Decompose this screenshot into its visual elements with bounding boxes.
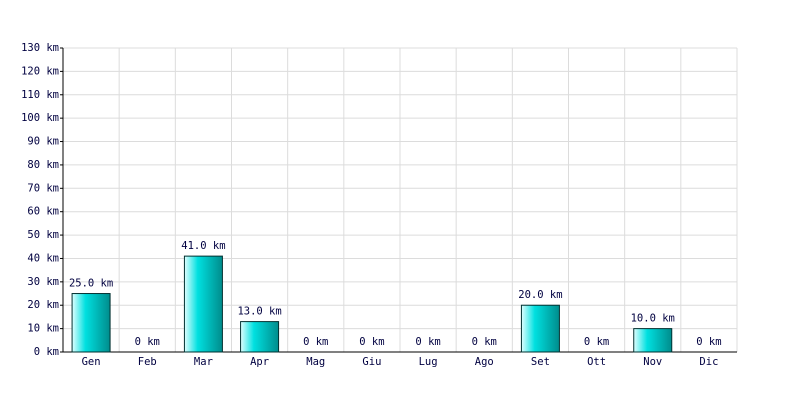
y-tick-label: 10 km	[27, 323, 59, 335]
x-tick-label: Nov	[643, 356, 662, 368]
x-tick-label: Ott	[587, 356, 606, 368]
y-tick-label: 40 km	[27, 252, 59, 264]
value-label: 0 km	[584, 336, 609, 348]
bar	[633, 328, 673, 353]
y-tick-label: 110 km	[21, 89, 59, 101]
bar	[240, 321, 280, 353]
y-tick-label: 30 km	[27, 276, 59, 288]
value-label: 20.0 km	[518, 289, 562, 301]
y-tick-label: 0 km	[34, 346, 59, 358]
value-label: 10.0 km	[631, 313, 675, 325]
x-tick-label: Gen	[82, 356, 101, 368]
y-tick-label: 130 km	[21, 42, 59, 54]
x-tick-label: Feb	[138, 356, 157, 368]
y-tick-label: 120 km	[21, 65, 59, 77]
y-tick-label: 50 km	[27, 229, 59, 241]
bar	[183, 255, 223, 353]
x-tick-label: Lug	[419, 356, 438, 368]
value-label: 13.0 km	[237, 306, 281, 318]
y-tick-label: 80 km	[27, 159, 59, 171]
value-label: 25.0 km	[69, 278, 113, 290]
bar	[520, 304, 560, 353]
x-tick-label: Set	[531, 356, 550, 368]
x-tick-label: Mag	[306, 356, 325, 368]
y-tick-label: 100 km	[21, 112, 59, 124]
value-label: 0 km	[415, 336, 440, 348]
value-label: 0 km	[135, 336, 160, 348]
value-label: 0 km	[696, 336, 721, 348]
bar	[71, 293, 111, 353]
value-label: 0 km	[303, 336, 328, 348]
x-tick-label: Giu	[362, 356, 381, 368]
y-tick-label: 70 km	[27, 182, 59, 194]
x-tick-label: Apr	[250, 356, 269, 368]
value-label: 0 km	[359, 336, 384, 348]
value-label: 41.0 km	[181, 240, 225, 252]
y-tick-label: 20 km	[27, 299, 59, 311]
y-tick-label: 90 km	[27, 136, 59, 148]
x-tick-label: Dic	[699, 356, 718, 368]
y-tick-label: 60 km	[27, 206, 59, 218]
value-label: 0 km	[472, 336, 497, 348]
x-tick-label: Ago	[475, 356, 494, 368]
x-tick-label: Mar	[194, 356, 213, 368]
